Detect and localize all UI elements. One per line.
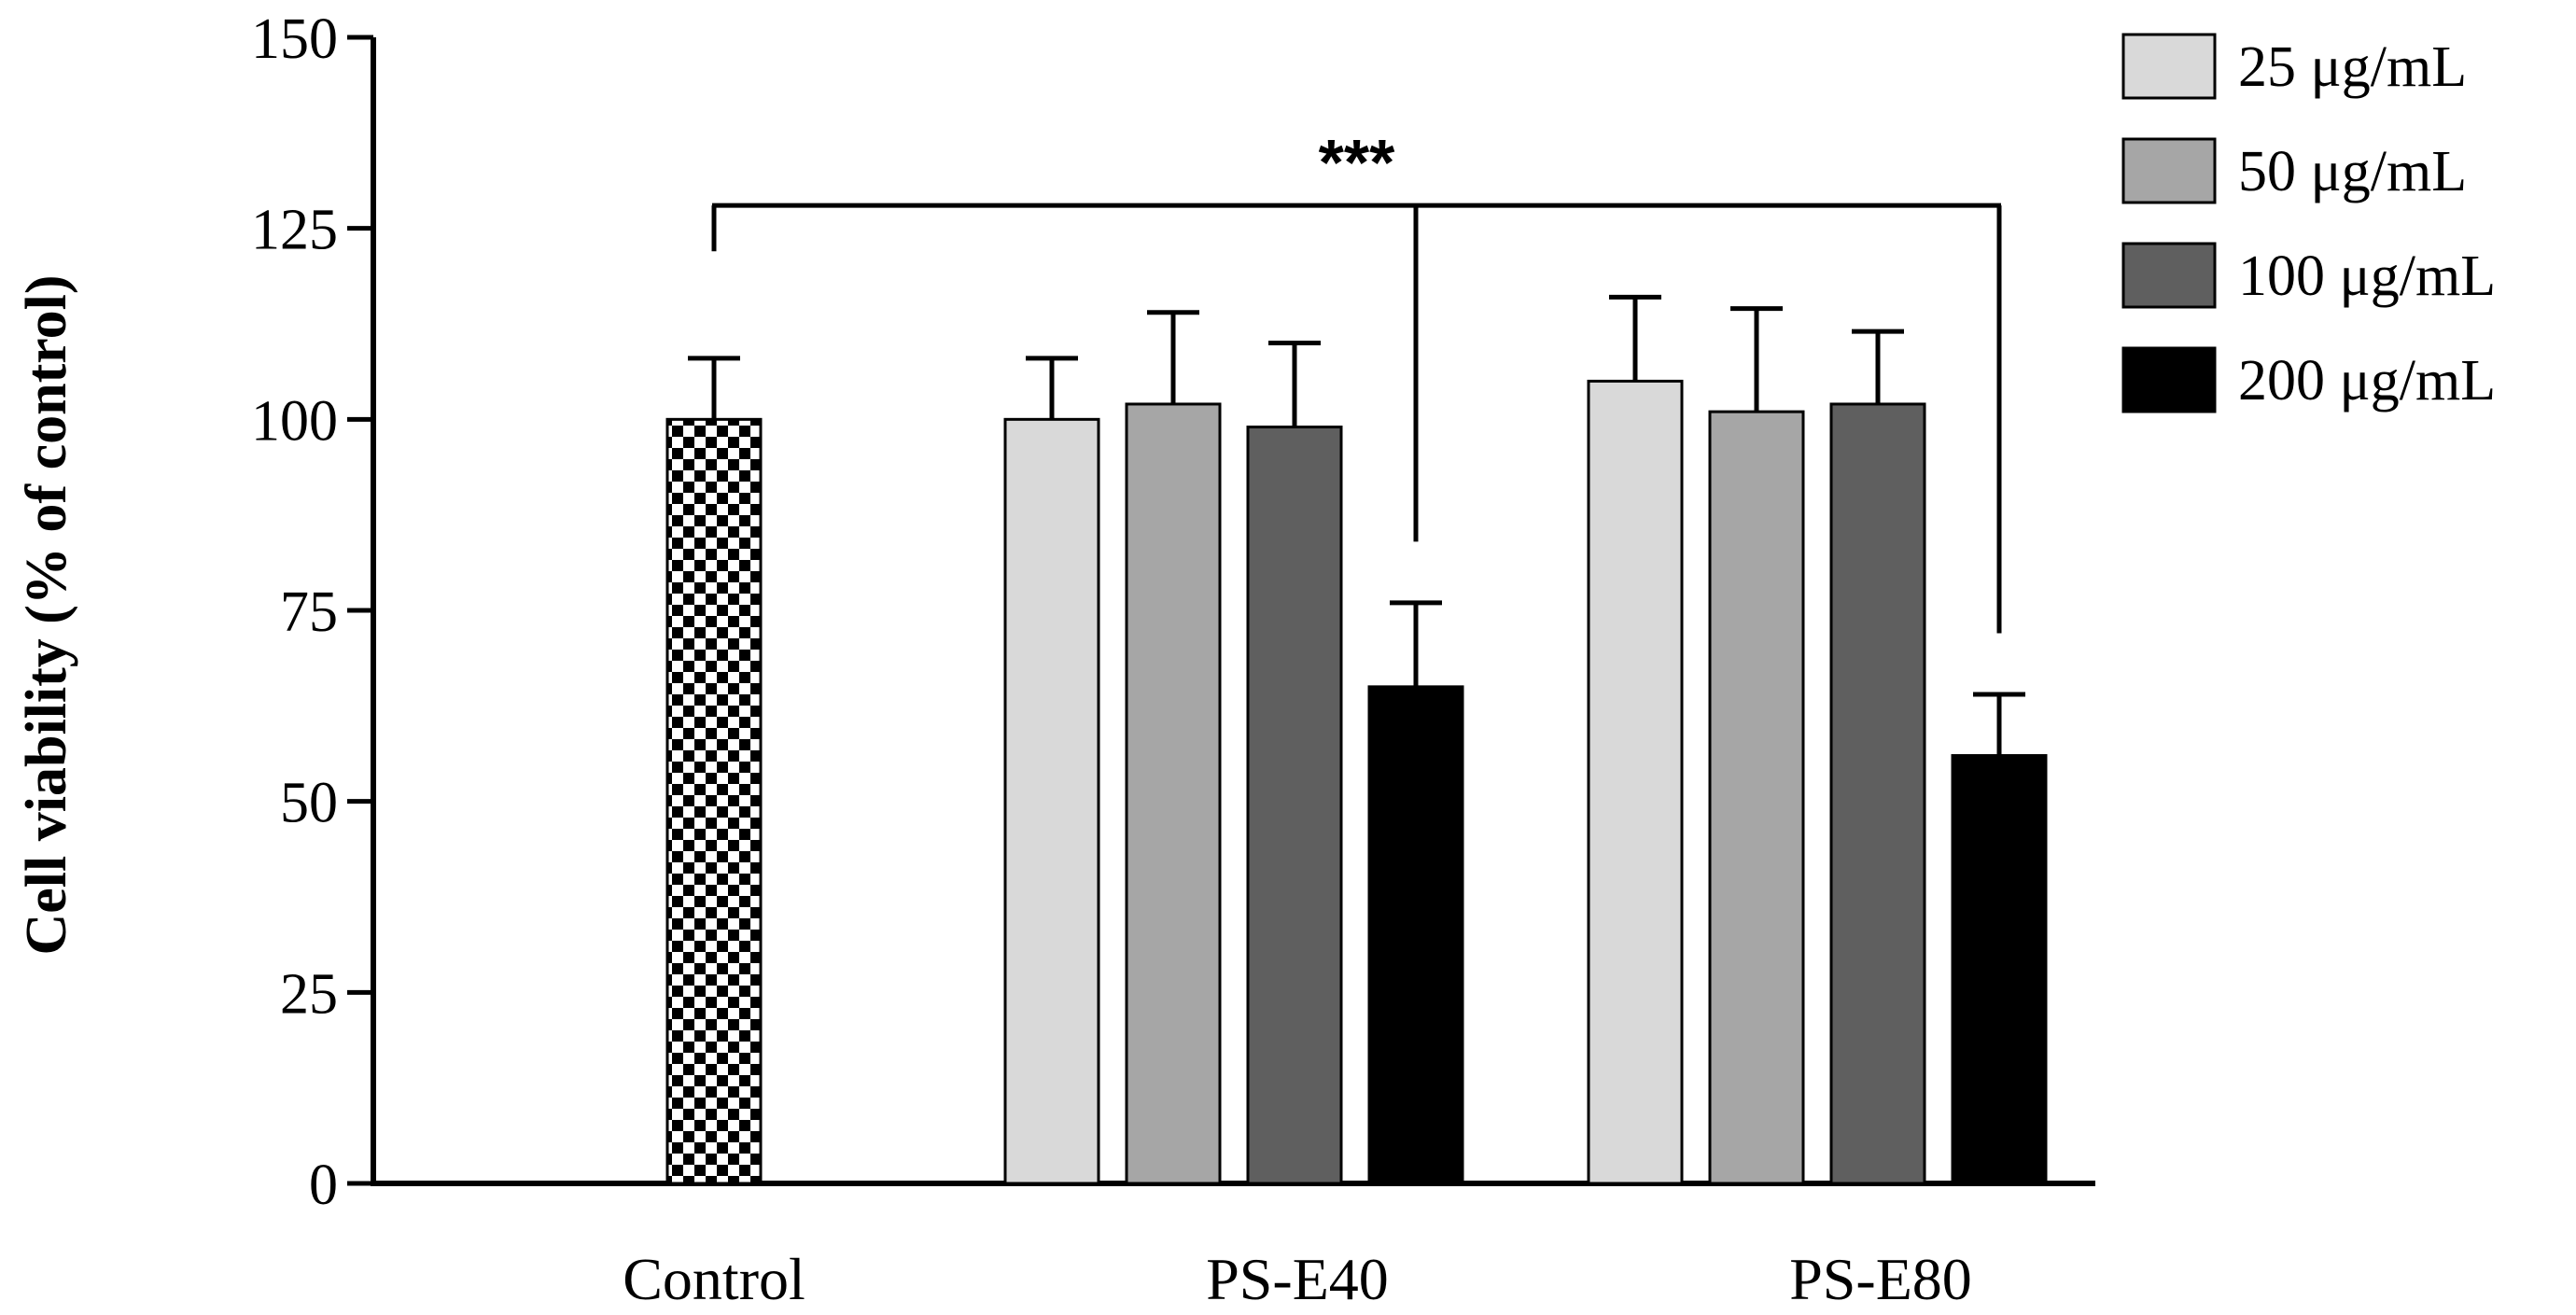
x-category-label: PS-E40 [1206, 1246, 1389, 1312]
bar-ps-e80-25-g-ml [1587, 379, 1684, 1185]
x-category-label: Control [623, 1246, 805, 1312]
bar-ps-e40-100-g-ml [1246, 426, 1343, 1185]
bar-ps-e80-50-g-ml [1708, 410, 1805, 1185]
y-axis-title: Cell viability (% of control) [15, 275, 78, 956]
bar-ps-e80-200-g-ml [1951, 754, 2048, 1185]
legend-swatch [2121, 33, 2217, 100]
bar-ps-e40-25-g-ml [1003, 417, 1100, 1185]
bar-control-control [665, 417, 763, 1185]
legend-label: 50 μg/mL [2238, 140, 2467, 203]
bar-ps-e40-50-g-ml [1125, 402, 1222, 1185]
y-tick-label: 100 [251, 389, 338, 453]
legend-swatch [2121, 346, 2217, 413]
y-tick-label: 75 [280, 581, 338, 644]
legend-label: 200 μg/mL [2238, 349, 2496, 413]
significance-label: *** [1319, 126, 1395, 199]
legend-label: 100 μg/mL [2238, 245, 2496, 308]
y-tick-label: 50 [280, 772, 338, 835]
legend-swatch [2121, 242, 2217, 309]
y-tick-label: 0 [309, 1154, 338, 1217]
bar-ps-e40-200-g-ml [1367, 685, 1464, 1185]
y-tick-label: 25 [280, 962, 338, 1026]
bar-ps-e80-100-g-ml [1829, 402, 1926, 1185]
x-category-label: PS-E80 [1789, 1246, 1972, 1312]
y-tick-label: 150 [251, 7, 338, 71]
legend-swatch [2121, 137, 2217, 204]
y-tick-label: 125 [251, 199, 338, 262]
legend-label: 25 μg/mL [2238, 35, 2467, 99]
